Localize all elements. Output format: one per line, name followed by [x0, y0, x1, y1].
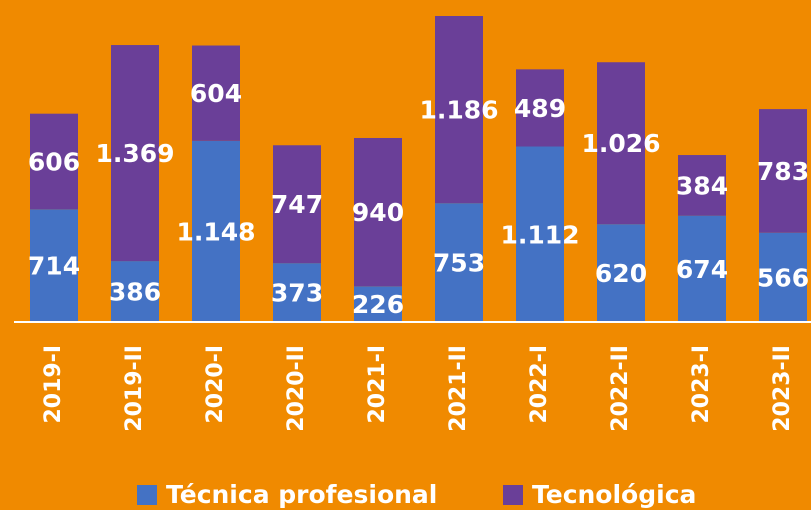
bar-segment [192, 140, 240, 322]
data-label: 783 [757, 157, 809, 186]
bar-segment [30, 209, 78, 322]
x-tick-label: 2021-II [446, 345, 471, 432]
bar-segment [759, 109, 807, 233]
x-tick-label: 2020-II [284, 345, 309, 432]
x-tick-label: 2019-II [122, 345, 147, 432]
data-label: 604 [190, 79, 242, 108]
bar-segment [516, 69, 564, 147]
bar-segment [597, 62, 645, 225]
bar-segment [516, 146, 564, 322]
data-label: 753 [433, 249, 485, 278]
data-label: 1.369 [95, 139, 174, 168]
x-tick-label: 2021-I [365, 345, 390, 424]
bar-segment [354, 137, 402, 287]
data-label: 1.112 [500, 220, 579, 249]
data-label: 384 [676, 171, 728, 200]
bar-segment [354, 286, 402, 322]
x-tick-label: 2022-II [608, 345, 633, 432]
x-tick-label: 2020-I [203, 345, 228, 424]
bar-segment [435, 203, 483, 322]
legend-swatch [137, 485, 157, 505]
legend-label: Técnica profesional [166, 480, 437, 509]
bar-segment [678, 215, 726, 322]
bar-segment [597, 224, 645, 322]
data-label: 386 [109, 278, 161, 307]
bar-segment [273, 145, 321, 264]
x-tick-label: 2023-I [689, 345, 714, 424]
legend-swatch [503, 485, 523, 505]
legend-label: Tecnológica [532, 480, 696, 509]
data-label: 940 [352, 198, 404, 227]
x-tick-label: 2022-I [527, 345, 552, 424]
data-label: 620 [595, 259, 647, 288]
data-label: 1.026 [581, 129, 660, 158]
bar-segment [192, 45, 240, 141]
bar-segment [30, 113, 78, 210]
x-tick-label: 2019-I [41, 345, 66, 424]
data-label: 566 [757, 263, 809, 292]
bar-segment [678, 155, 726, 216]
bar-segment [111, 261, 159, 322]
data-label: 373 [271, 279, 323, 308]
bar-segment [273, 263, 321, 322]
data-label: 714 [28, 252, 80, 281]
data-label: 747 [271, 190, 323, 219]
bar-segment [759, 232, 807, 322]
data-label: 489 [514, 94, 566, 123]
data-label: 606 [28, 148, 80, 177]
data-label: 226 [352, 290, 404, 319]
x-tick-label: 2023-II [770, 345, 795, 432]
bar-segment [111, 45, 159, 262]
bar-segment [435, 16, 483, 204]
data-label: 1.186 [419, 96, 498, 125]
data-label: 674 [676, 255, 728, 284]
data-label: 1.148 [176, 217, 255, 246]
